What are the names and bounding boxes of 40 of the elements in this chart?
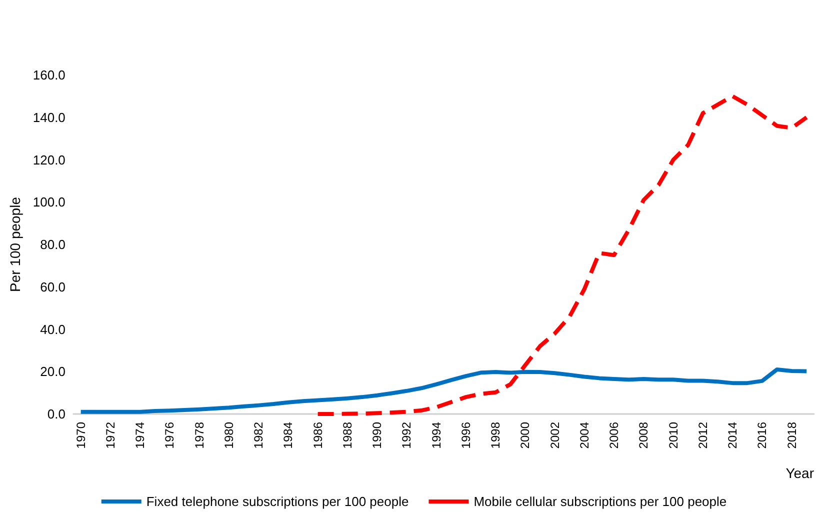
- y-tick-label: 100.0: [32, 194, 66, 210]
- x-tick-label: 1992: [400, 422, 414, 449]
- legend-label: Mobile cellular subscriptions per 100 people: [474, 494, 727, 509]
- x-tick-label: 1996: [458, 422, 473, 449]
- x-tick-label: 1988: [340, 422, 354, 449]
- y-tick-label: 140.0: [32, 110, 66, 125]
- x-tick-label: 1998: [488, 422, 503, 449]
- y-tick-label: 80.0: [40, 237, 66, 252]
- line-series: [316, 94, 809, 416]
- x-tick-label: 2006: [607, 422, 622, 449]
- x-tick-label: 2014: [726, 422, 740, 449]
- x-tick-label: 2008: [636, 422, 651, 449]
- x-tick-label: 2010: [666, 422, 680, 449]
- y-tick-label: 0.0: [47, 406, 66, 422]
- x-tick-label: 2004: [577, 422, 592, 449]
- x-tick-label: 2012: [696, 422, 710, 449]
- x-tick-label: 2016: [755, 422, 770, 449]
- line-series: [78, 368, 809, 414]
- y-tick-label: 20.0: [40, 364, 66, 380]
- x-tick-label: 1978: [192, 422, 206, 449]
- x-axis-title: Year: [786, 465, 814, 481]
- x-tick-label: 1986: [310, 422, 325, 449]
- x-tick-label: 1994: [429, 422, 444, 449]
- y-tick-label: 60.0: [40, 279, 66, 294]
- x-tick-label: 1974: [133, 422, 148, 449]
- x-tick-label: 1972: [103, 422, 118, 449]
- x-tick-label: 2002: [548, 422, 562, 449]
- x-tick-label: 1976: [162, 422, 177, 449]
- x-tick-label: 2018: [784, 422, 799, 449]
- x-tick-label: 1990: [370, 422, 384, 449]
- y-axis-title: Per 100 people: [7, 196, 23, 292]
- x-tick-label: 1984: [281, 422, 296, 449]
- y-tick-label: 40.0: [40, 322, 66, 337]
- x-tick-label: 1970: [74, 422, 88, 449]
- legend-label: Fixed telephone subscriptions per 100 people: [146, 494, 409, 509]
- y-tick-label: 160.0: [32, 68, 66, 82]
- x-tick-label: 2000: [518, 422, 532, 449]
- x-tick-label: 1980: [222, 422, 236, 449]
- y-tick-label: 120.0: [32, 152, 66, 168]
- x-tick-label: 1982: [252, 422, 266, 449]
